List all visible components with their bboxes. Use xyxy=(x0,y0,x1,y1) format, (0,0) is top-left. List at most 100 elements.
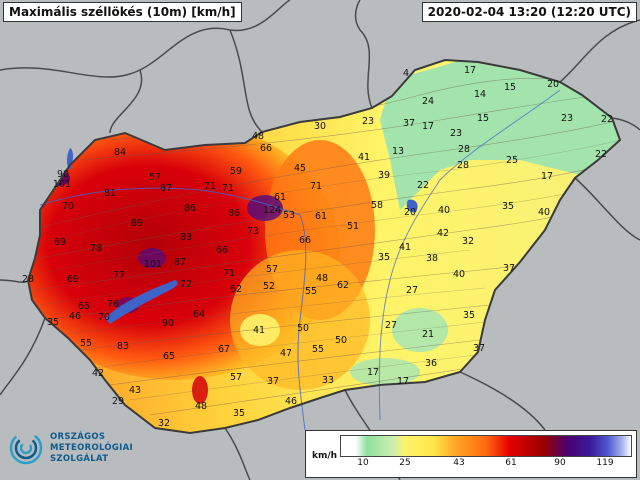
station-gust-value: 57 xyxy=(149,172,161,183)
legend-color-bar xyxy=(340,435,632,457)
station-gust-value: 71 xyxy=(310,181,322,192)
station-gust-value: 20 xyxy=(547,79,559,90)
station-gust-value: 35 xyxy=(233,408,245,419)
lake-balaton xyxy=(105,280,178,324)
station-gust-value: 38 xyxy=(426,253,438,264)
station-gust-value: 37 xyxy=(267,376,279,387)
station-gust-value: 37 xyxy=(503,263,515,274)
station-gust-value: 22 xyxy=(601,114,613,125)
station-gust-value: 45 xyxy=(294,163,306,174)
map-timestamp: 2020-02-04 13:20 (12:20 UTC) xyxy=(421,2,637,22)
legend-tick-90: 90 xyxy=(554,458,566,468)
station-gust-value: 28 xyxy=(457,160,469,171)
legend-tick-43: 43 xyxy=(453,458,465,468)
station-gust-value: 62 xyxy=(230,284,242,295)
station-gust-value: 35 xyxy=(502,201,514,212)
station-gust-value: 29 xyxy=(112,396,124,407)
color-legend: km/h 10 25 43 61 90 119 xyxy=(305,430,637,478)
station-gust-value: 46 xyxy=(285,396,297,407)
station-gust-value: 66 xyxy=(216,245,228,256)
station-gust-value: 70 xyxy=(98,312,110,323)
station-gust-value: 76 xyxy=(107,299,119,310)
station-gust-value: 72 xyxy=(180,279,192,290)
station-gust-value: 21 xyxy=(422,329,434,340)
station-gust-value: 64 xyxy=(193,309,205,320)
station-gust-value: 87 xyxy=(160,183,172,194)
station-gust-value: 124 xyxy=(263,205,281,216)
station-gust-value: 17 xyxy=(397,376,409,387)
station-gust-value: 101 xyxy=(53,179,71,190)
station-gust-value: 42 xyxy=(92,368,104,379)
station-gust-value: 35 xyxy=(47,317,59,328)
station-gust-value: 52 xyxy=(263,281,275,292)
station-gust-value: 83 xyxy=(180,232,192,243)
station-gust-value: 90 xyxy=(162,318,174,329)
station-gust-value: 32 xyxy=(158,418,170,429)
station-gust-value: 23 xyxy=(561,113,573,124)
legend-unit: km/h xyxy=(312,451,338,461)
station-gust-value: 22 xyxy=(595,149,607,160)
station-gust-value: 35 xyxy=(378,252,390,263)
station-gust-value: 25 xyxy=(506,155,518,166)
lake-tisza xyxy=(406,199,418,213)
station-gust-value: 17 xyxy=(541,171,553,182)
station-gust-value: 48 xyxy=(195,401,207,412)
station-gust-value: 23 xyxy=(450,128,462,139)
station-gust-value: 101 xyxy=(144,259,162,270)
station-gust-value: 62 xyxy=(337,280,349,291)
station-gust-value: 58 xyxy=(371,200,383,211)
danube-river xyxy=(39,187,307,431)
station-gust-value: 17 xyxy=(367,367,379,378)
station-gust-value: 43 xyxy=(129,385,141,396)
station-gust-value: 71 xyxy=(204,181,216,192)
station-gust-value: 14 xyxy=(474,89,486,100)
station-gust-value: 66 xyxy=(260,143,272,154)
legend-tick-10: 10 xyxy=(357,458,369,468)
station-gust-value: 50 xyxy=(297,323,309,334)
hungary-border xyxy=(26,58,622,435)
omsz-logo: ORSZÁGOS METEOROLÓGIAI SZOLGÁLAT xyxy=(8,428,158,474)
station-gust-value: 15 xyxy=(477,113,489,124)
station-gust-value: 41 xyxy=(399,242,411,253)
station-gust-value: 27 xyxy=(385,320,397,331)
station-gust-value: 22 xyxy=(417,180,429,191)
station-gust-value: 87 xyxy=(174,257,186,268)
station-gust-value: 28 xyxy=(22,274,34,285)
station-gust-value: 32 xyxy=(462,236,474,247)
station-gust-value: 57 xyxy=(266,264,278,275)
station-gust-value: 41 xyxy=(358,152,370,163)
station-gust-value: 83 xyxy=(117,341,129,352)
station-gust-value: 37 xyxy=(403,118,415,129)
station-gust-value: 65 xyxy=(163,351,175,362)
logo-line-2: METEOROLÓGIAI xyxy=(50,443,133,453)
omsz-logo-icon xyxy=(9,431,43,465)
station-gust-value: 40 xyxy=(538,207,550,218)
station-gust-value: 57 xyxy=(230,372,242,383)
station-gust-value: 28 xyxy=(458,144,470,155)
station-gust-value: 27 xyxy=(406,285,418,296)
station-gust-value: 33 xyxy=(322,375,334,386)
station-gust-value: 46 xyxy=(69,311,81,322)
station-gust-value: 36 xyxy=(425,358,437,369)
station-gust-value: 59 xyxy=(230,166,242,177)
legend-tick-119: 119 xyxy=(596,458,614,468)
station-gust-value: 48 xyxy=(252,131,264,142)
map-title: Maximális széllökés (10m) [km/h] xyxy=(3,2,242,22)
station-gust-value: 50 xyxy=(335,335,347,346)
station-gust-value: 66 xyxy=(299,235,311,246)
station-gust-value: 23 xyxy=(362,116,374,127)
station-gust-value: 86 xyxy=(228,208,240,219)
logo-line-1: ORSZÁGOS xyxy=(50,432,106,442)
station-gust-value: 84 xyxy=(114,147,126,158)
station-gust-value: 17 xyxy=(464,65,476,76)
station-gust-value: 30 xyxy=(314,121,326,132)
station-gust-value: 47 xyxy=(280,348,292,359)
station-gust-value: 70 xyxy=(62,201,74,212)
station-gust-value: 90 xyxy=(57,169,69,180)
logo-line-3: SZOLGÁLAT xyxy=(50,454,109,464)
tisza-river xyxy=(378,89,561,421)
